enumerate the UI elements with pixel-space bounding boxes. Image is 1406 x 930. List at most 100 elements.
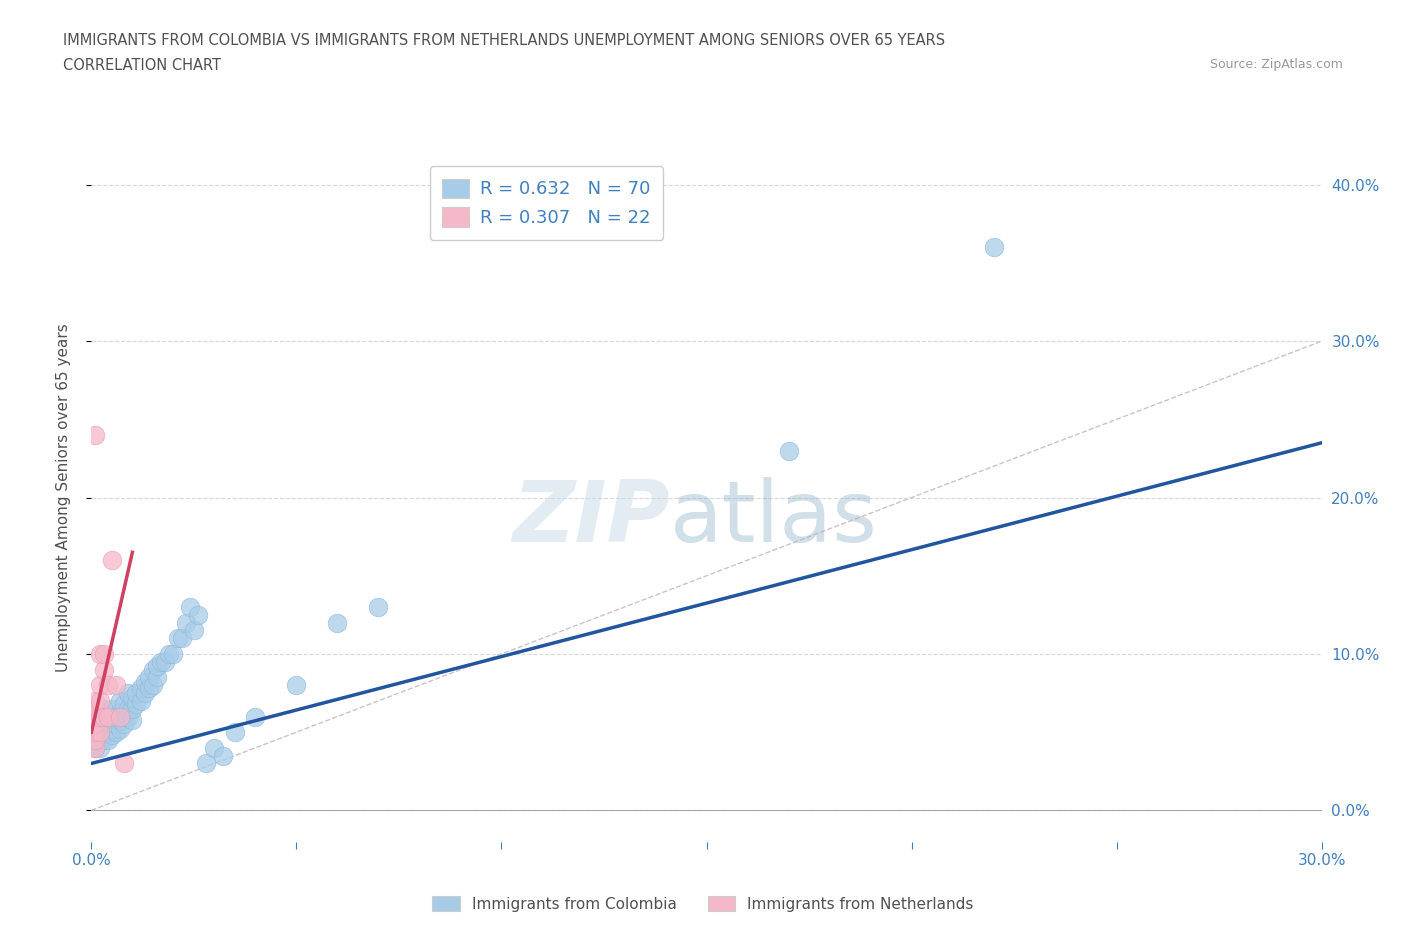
Point xyxy=(105,724,127,739)
Point xyxy=(125,685,148,700)
Point xyxy=(117,685,139,700)
Point xyxy=(84,701,107,716)
Point xyxy=(142,662,165,677)
Point xyxy=(89,724,111,739)
Point xyxy=(195,756,218,771)
Point xyxy=(170,631,193,645)
Point xyxy=(93,709,115,724)
Point xyxy=(89,694,111,709)
Point xyxy=(108,722,131,737)
Point xyxy=(174,616,197,631)
Point xyxy=(983,240,1005,255)
Point xyxy=(134,674,156,689)
Legend: Immigrants from Colombia, Immigrants from Netherlands: Immigrants from Colombia, Immigrants fro… xyxy=(426,889,980,918)
Point xyxy=(326,616,349,631)
Point xyxy=(93,709,115,724)
Point xyxy=(101,722,124,737)
Point xyxy=(112,717,135,732)
Point xyxy=(97,733,120,748)
Text: atlas: atlas xyxy=(669,477,877,560)
Point xyxy=(84,717,107,732)
Point xyxy=(89,709,111,724)
Point xyxy=(129,681,152,696)
Point xyxy=(93,733,115,748)
Point xyxy=(153,655,177,670)
Point xyxy=(108,709,131,724)
Point xyxy=(117,701,139,716)
Point xyxy=(166,631,188,645)
Legend: R = 0.632   N = 70, R = 0.307   N = 22: R = 0.632 N = 70, R = 0.307 N = 22 xyxy=(430,166,664,240)
Point xyxy=(97,709,120,724)
Point xyxy=(101,701,124,716)
Point xyxy=(105,678,127,693)
Point xyxy=(89,724,111,739)
Point xyxy=(134,685,156,700)
Point xyxy=(112,697,135,711)
Point xyxy=(93,646,115,661)
Point xyxy=(187,607,209,622)
Point xyxy=(778,444,800,458)
Point xyxy=(138,681,160,696)
Point xyxy=(179,600,201,615)
Point xyxy=(97,724,120,739)
Point xyxy=(105,709,127,724)
Text: CORRELATION CHART: CORRELATION CHART xyxy=(63,58,221,73)
Point xyxy=(183,623,205,638)
Point xyxy=(84,733,107,748)
Point xyxy=(84,428,107,443)
Point xyxy=(108,704,131,719)
Point xyxy=(202,740,225,755)
Point xyxy=(125,697,148,711)
Point xyxy=(121,701,143,716)
Point xyxy=(101,712,124,727)
Y-axis label: Unemployment Among Seniors over 65 years: Unemployment Among Seniors over 65 years xyxy=(56,324,70,672)
Point xyxy=(97,709,120,724)
Point xyxy=(84,733,107,748)
Point xyxy=(89,740,111,755)
Point xyxy=(84,740,107,755)
Point xyxy=(146,670,169,684)
Point xyxy=(84,724,107,739)
Point xyxy=(97,678,120,693)
Point xyxy=(84,724,107,739)
Text: ZIP: ZIP xyxy=(512,477,669,560)
Point xyxy=(93,724,115,739)
Point xyxy=(245,709,267,724)
Point xyxy=(117,709,139,724)
Point xyxy=(121,690,143,705)
Point xyxy=(105,717,127,732)
Point xyxy=(89,678,111,693)
Point xyxy=(142,678,165,693)
Point xyxy=(89,709,111,724)
Point xyxy=(89,646,111,661)
Point xyxy=(93,662,115,677)
Point xyxy=(89,733,111,748)
Point xyxy=(211,748,233,763)
Point xyxy=(162,646,184,661)
Point xyxy=(93,701,115,716)
Point xyxy=(146,659,169,674)
Point xyxy=(89,717,111,732)
Point xyxy=(93,717,115,732)
Point xyxy=(157,646,180,661)
Point xyxy=(150,655,173,670)
Point xyxy=(97,717,120,732)
Point xyxy=(84,740,107,755)
Point xyxy=(84,694,107,709)
Point xyxy=(129,694,152,709)
Point xyxy=(112,756,135,771)
Point xyxy=(224,724,246,739)
Point xyxy=(84,717,107,732)
Text: Source: ZipAtlas.com: Source: ZipAtlas.com xyxy=(1209,58,1343,71)
Point xyxy=(101,728,124,743)
Point xyxy=(285,678,308,693)
Point xyxy=(108,712,131,727)
Point xyxy=(138,670,160,684)
Point xyxy=(121,712,143,727)
Point xyxy=(367,600,389,615)
Point xyxy=(108,694,131,709)
Point xyxy=(84,709,107,724)
Text: IMMIGRANTS FROM COLOMBIA VS IMMIGRANTS FROM NETHERLANDS UNEMPLOYMENT AMONG SENIO: IMMIGRANTS FROM COLOMBIA VS IMMIGRANTS F… xyxy=(63,33,945,47)
Point xyxy=(112,709,135,724)
Point xyxy=(101,552,124,567)
